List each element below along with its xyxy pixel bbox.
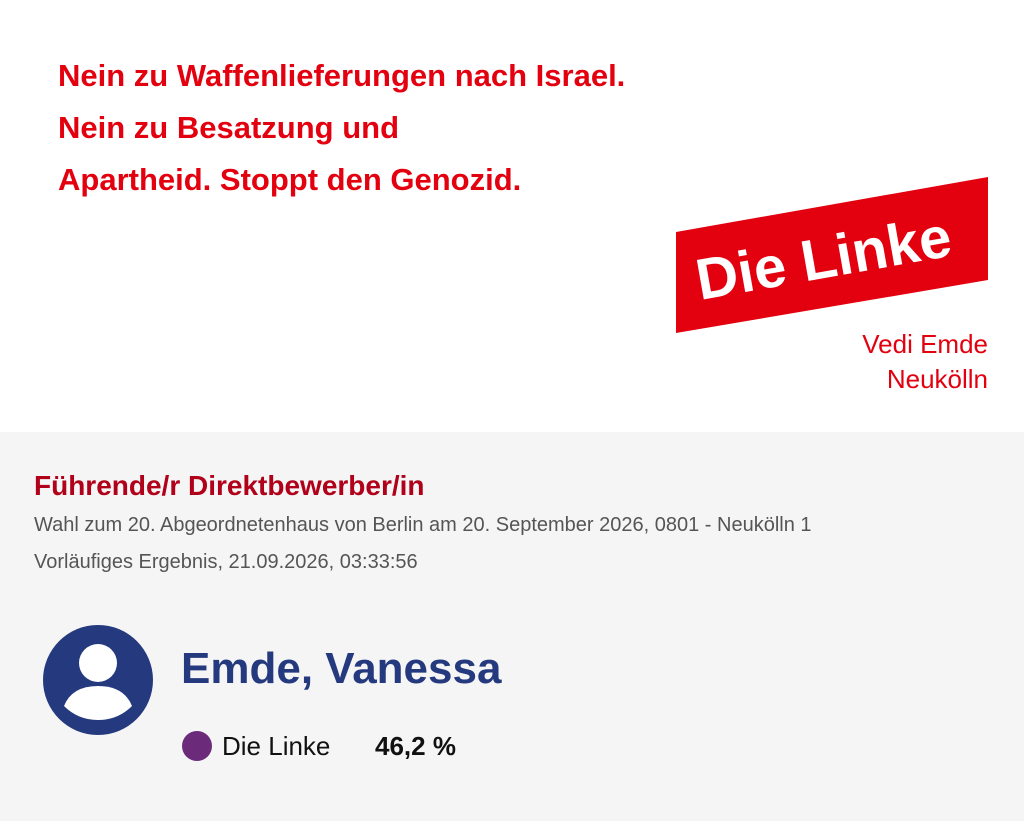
candidate-label: Vedi Emde	[862, 329, 988, 359]
status-info: Vorläufiges Ergebnis, 21.09.2026, 03:33:…	[34, 551, 418, 573]
slogan-line: Apartheid. Stoppt den Genozid.	[58, 162, 522, 197]
avatar	[43, 625, 153, 735]
candidate-name: Emde, Vanessa	[181, 644, 502, 693]
banner: Nein zu Waffenlieferungen nach Israel. N…	[58, 58, 988, 394]
result-panel: Führende/r Direktbewerber/in Wahl zum 20…	[0, 432, 1024, 821]
slogan-line: Nein zu Besatzung und	[58, 110, 399, 145]
election-info: Wahl zum 20. Abgeordnetenhaus von Berlin…	[34, 514, 812, 536]
party-name: Die Linke	[222, 731, 331, 761]
heading: Führende/r Direktbewerber/in	[34, 470, 425, 501]
slogan-line: Nein zu Waffenlieferungen nach Israel.	[58, 58, 626, 93]
party-dot	[182, 731, 212, 761]
vote-share: 46,2 %	[375, 731, 456, 761]
district-label: Neukölln	[886, 364, 988, 394]
logo-banner	[676, 177, 988, 333]
logo: Die Linke	[676, 177, 988, 333]
